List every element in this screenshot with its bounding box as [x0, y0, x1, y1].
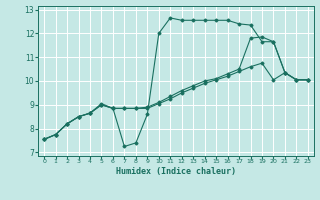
X-axis label: Humidex (Indice chaleur): Humidex (Indice chaleur) — [116, 167, 236, 176]
